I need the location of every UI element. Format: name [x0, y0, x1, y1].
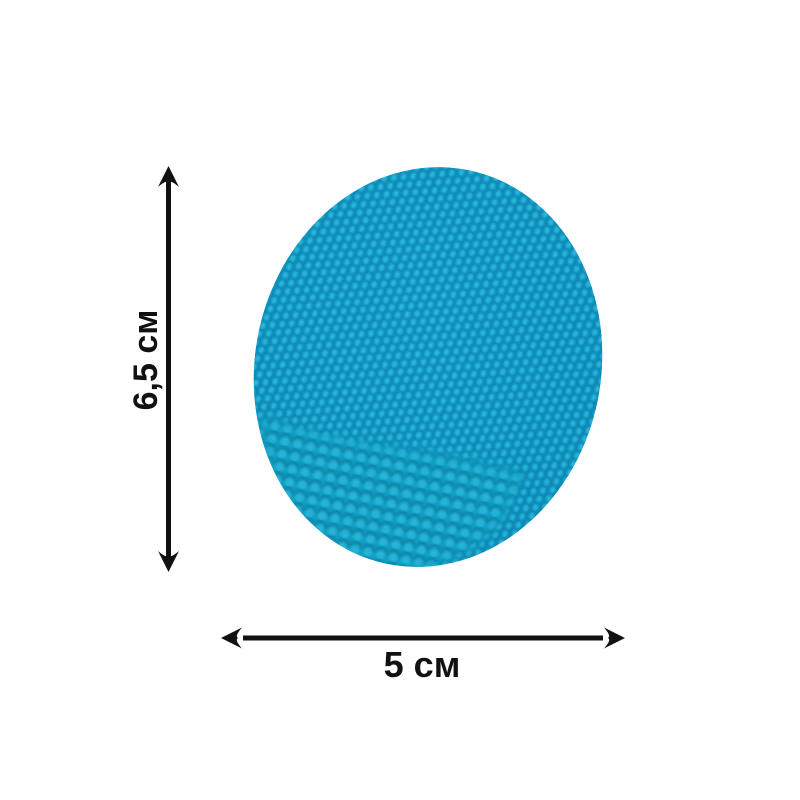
svg-text:6,5 см: 6,5 см	[127, 310, 165, 411]
svg-text:5 см: 5 см	[384, 644, 461, 685]
